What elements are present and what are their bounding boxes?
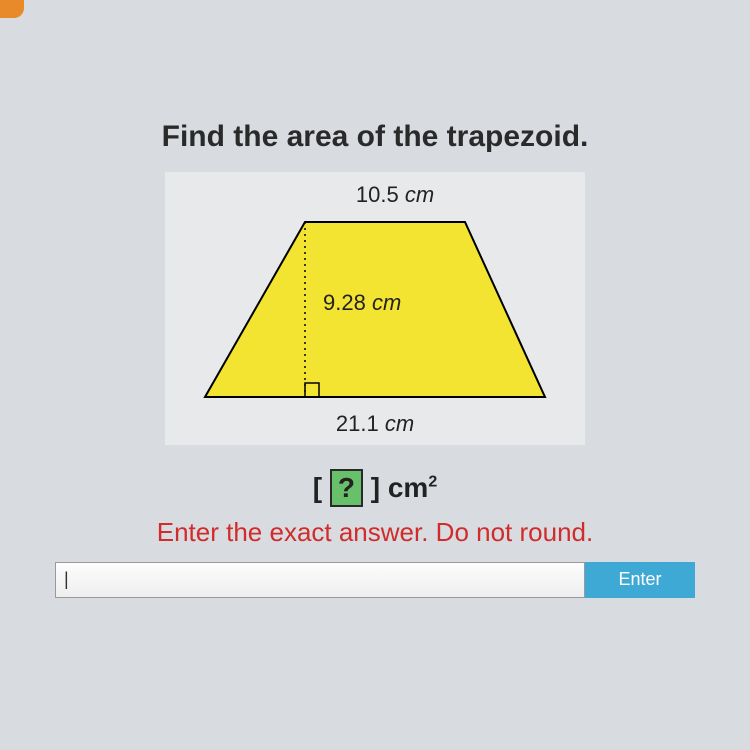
height-unit: cm: [372, 290, 401, 315]
instruction-text: Enter the exact answer. Do not round.: [50, 517, 700, 548]
bottom-unit: cm: [385, 411, 414, 436]
answer-placeholder-box: ?: [330, 469, 363, 507]
question-text: Find the area of the trapezoid.: [50, 120, 700, 154]
answer-input[interactable]: [55, 562, 585, 598]
top-side-label: 10.5 cm: [356, 182, 434, 208]
answer-unit: cm2: [388, 472, 437, 503]
bracket-open: [: [313, 472, 322, 503]
enter-button[interactable]: Enter: [585, 562, 695, 598]
bracket-close: ]: [371, 472, 380, 503]
top-unit: cm: [405, 182, 434, 207]
top-value: 10.5: [356, 182, 399, 207]
height-value: 9.28: [323, 290, 366, 315]
height-label: 9.28 cm: [323, 290, 401, 316]
trapezoid-figure: 9.28 cm: [175, 212, 575, 407]
input-row: Enter: [50, 562, 700, 598]
answer-line: [ ? ] cm2: [50, 469, 700, 507]
bottom-value: 21.1: [336, 411, 379, 436]
figure-box: 10.5 cm 9.28 cm 21.1 cm: [165, 172, 585, 445]
problem-container: Find the area of the trapezoid. 10.5 cm …: [0, 0, 750, 598]
corner-accent: [0, 0, 24, 18]
bottom-side-label: 21.1 cm: [336, 411, 414, 437]
